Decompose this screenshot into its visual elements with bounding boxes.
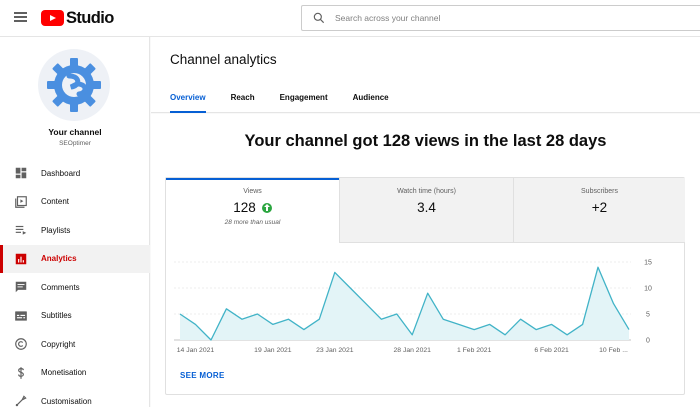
y-tick-label: 5 [646,312,650,319]
views-value: 128 [233,200,256,215]
sidebar: Your channel SEOptimer Dashboard Content… [0,37,150,407]
metric-value: 3.4 [417,200,436,215]
channel-title: Your channel [48,127,102,137]
x-tick-label: 28 Jan 2021 [394,347,432,354]
x-tick-label: 1 Feb 2021 [457,347,492,354]
metric-tab-watch-time[interactable]: Watch time (hours) 3.4 [339,178,513,243]
content-icon [15,195,27,208]
comments-icon [15,282,27,293]
analytics-icon [15,253,27,264]
analytics-tabs: Overview Reach Engagement Audience [170,92,414,113]
sidebar-item-comments[interactable]: Comments [0,273,150,302]
x-tick-label: 14 Jan 2021 [177,347,215,354]
main-area: Channel analytics Overview Reach Engagem… [151,37,700,407]
trend-up-icon [261,202,272,213]
sidebar-item-label: Comments [41,282,80,292]
overview-content: Your channel got 128 views in the last 2… [151,114,700,407]
channel-avatar[interactable] [38,49,110,121]
studio-logo[interactable]: Studio [41,9,114,27]
sidebar-item-customisation[interactable]: Customisation [0,387,150,407]
metric-tab-views[interactable]: Views 128 28 more than usual [166,178,339,243]
top-bar: Studio [0,0,700,37]
search-icon[interactable] [312,11,326,25]
subtitles-icon [15,311,27,321]
tab-engagement[interactable]: Engagement [279,93,328,102]
y-tick-label: 0 [646,338,650,345]
metric-tab-subscribers[interactable]: Subscribers +2 [513,178,685,243]
sidebar-item-label: Analytics [41,254,77,264]
tab-overview[interactable]: Overview [170,92,206,113]
sidebar-item-subtitles[interactable]: Subtitles [0,302,150,331]
series-area [180,267,629,340]
metric-value: +2 [591,200,608,215]
sidebar-item-label: Subtitles [41,311,72,321]
x-tick-label: 6 Feb 2021 [534,347,569,354]
x-tick-label: 19 Jan 2021 [254,347,292,354]
menu-icon[interactable] [14,12,27,22]
monetisation-icon [18,366,24,379]
metric-value: 128 [166,200,339,215]
metric-label: Watch time (hours) [397,188,456,195]
sidebar-item-monetisation[interactable]: Monetisation [0,359,150,388]
page-header: Channel analytics Overview Reach Engagem… [151,37,700,113]
playlists-icon [15,226,27,235]
copyright-icon [15,338,27,351]
tab-audience[interactable]: Audience [352,93,389,102]
channel-handle: SEOptimer [59,140,91,147]
sidebar-item-label: Dashboard [41,168,81,178]
sidebar-item-playlists[interactable]: Playlists [0,216,150,245]
search-input[interactable] [335,9,675,27]
dashboard-icon [15,168,27,179]
see-more-link[interactable]: SEE MORE [180,371,225,380]
metric-note: 28 more than usual [224,219,281,226]
sidebar-item-analytics[interactable]: Analytics [0,244,150,273]
sidebar-nav: Dashboard Content Playlists Analytics Co… [0,159,150,407]
y-tick-label: 10 [644,286,652,293]
youtube-play-icon [41,10,64,26]
overview-headline: Your channel got 128 views in the last 2… [244,132,607,150]
sidebar-item-content[interactable]: Content [0,188,150,217]
sidebar-item-copyright[interactable]: Copyright [0,330,150,359]
metrics-card: Views 128 28 more than usual Watch time … [165,177,685,395]
metric-label: Subscribers [581,188,618,195]
y-tick-label: 15 [644,260,652,267]
metric-label: Views [243,188,262,195]
customisation-icon [15,395,27,407]
x-tick-label: 23 Jan 2021 [316,347,354,354]
sidebar-item-label: Playlists [41,225,71,235]
search-box[interactable] [301,5,700,31]
series-line [179,266,630,341]
gear-logo-icon [47,58,101,112]
sidebar-item-label: Content [41,197,70,207]
sidebar-item-dashboard[interactable]: Dashboard [0,159,150,188]
tab-reach[interactable]: Reach [230,93,255,102]
sidebar-item-label: Monetisation [41,368,87,378]
sidebar-item-label: Copyright [41,339,76,349]
page-title: Channel analytics [170,52,277,67]
sidebar-item-label: Customisation [41,396,92,406]
views-chart: 0 5 10 15 14 Jan 2021 19 Jan 2021 23 Jan 2021 2… [174,260,652,354]
logo-text: Studio [66,8,114,27]
x-tick-label: 10 Feb ... [599,347,628,354]
